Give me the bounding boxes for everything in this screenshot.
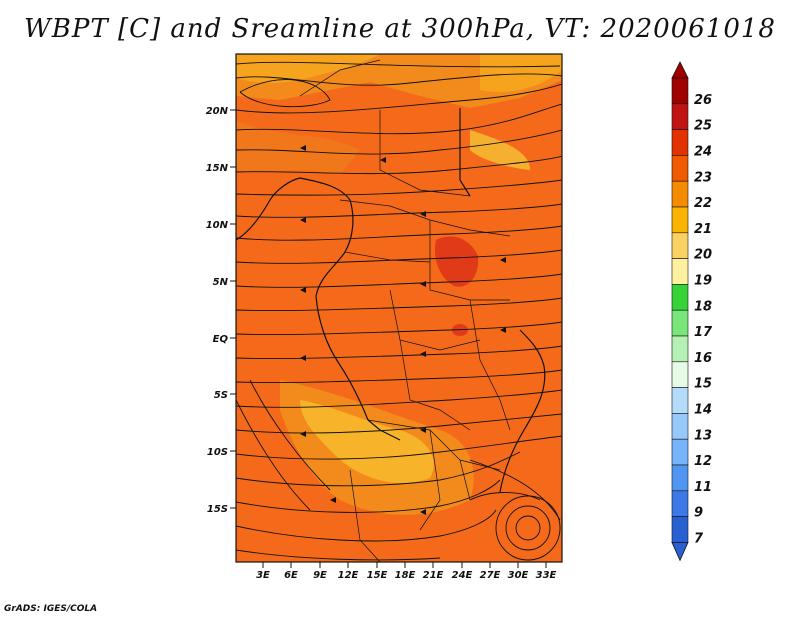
- colorbar-label: 19: [694, 274, 712, 289]
- lon-label: 18E: [395, 570, 416, 581]
- lon-label: 33E: [536, 570, 557, 581]
- colorbar-label: 18: [694, 299, 712, 314]
- coastlines: [236, 108, 546, 493]
- lon-label: 27E: [480, 570, 501, 581]
- lat-label: 20N: [206, 106, 229, 117]
- field-region-21-north: [236, 54, 380, 84]
- lat-label: 10N: [206, 220, 229, 231]
- colorbar-segment: [671, 284, 689, 311]
- colorbar-segment: [671, 77, 689, 105]
- lon-label: 15E: [367, 570, 388, 581]
- lat-label: 15N: [206, 163, 229, 174]
- lat-axis: 20N 15N 10N 5N EQ 5S 10S 15S: [206, 106, 236, 515]
- country-borders: [299, 59, 511, 562]
- colorbar-label: 13: [694, 428, 712, 443]
- colorbar-label: 7: [694, 532, 704, 547]
- field-region-21-northeast: [480, 54, 562, 92]
- map-frame: [235, 53, 563, 563]
- lat-label: 5N: [213, 277, 229, 288]
- colorbar-segment: [671, 490, 689, 517]
- colorbar-label: 11: [694, 480, 712, 495]
- colorbar-label: 25: [694, 119, 712, 134]
- colorbar-label: 17: [694, 325, 713, 340]
- field-region-20-ne: [470, 130, 530, 170]
- lon-label: 12E: [338, 570, 359, 581]
- colorbar-segment: [671, 180, 689, 208]
- colorbar-label: 20: [694, 248, 712, 263]
- colorbar-segment: [671, 206, 689, 234]
- colorbar-segment: [671, 232, 689, 259]
- credit-text: GrADS: IGES/COLA: [4, 604, 98, 614]
- lat-label: EQ: [213, 334, 229, 345]
- field-region-23-south: [236, 470, 340, 562]
- streamline-arrows: [300, 145, 506, 515]
- colorbar-label: 9: [694, 506, 703, 521]
- colorbar-segment: [671, 361, 689, 388]
- colorbar-segment: [671, 516, 689, 543]
- colorbar-segment: [671, 103, 689, 130]
- colorbar-segment: [671, 464, 689, 492]
- colorbar-label: 23: [694, 170, 712, 185]
- colorbar-segment: [671, 438, 689, 466]
- colorbar-label: 26: [694, 93, 712, 108]
- field-region-24-center: [434, 236, 479, 287]
- colorbar-segment: [671, 413, 689, 440]
- colorbar-segment: [671, 335, 689, 363]
- lon-label: 30E: [508, 570, 529, 581]
- lat-label: 15S: [207, 504, 228, 515]
- colorbar-label: 14: [694, 403, 712, 418]
- colorbar-label: 12: [694, 454, 712, 469]
- chart-title: WBPT [C] and Sreamline at 300hPa, VT: 20…: [24, 14, 776, 44]
- colorbar-top-arrow: [671, 61, 689, 79]
- colorbar-segment: [671, 387, 689, 414]
- colorbar-label: 21: [694, 222, 712, 237]
- colorbar-bottom-arrow: [671, 542, 689, 562]
- map-panel: [236, 54, 562, 562]
- colorbar-label: 15: [694, 377, 712, 392]
- colorbar-segment: [671, 258, 689, 285]
- colorbar-segment: [671, 309, 689, 337]
- lon-label: 6E: [284, 570, 298, 581]
- lon-label: 9E: [313, 570, 327, 581]
- lon-axis: 3E 6E 9E 12E 15E 18E 21E 24E 27E 30E 33E: [256, 562, 557, 581]
- colorbar-label: 24: [694, 145, 712, 160]
- colorbar: 26 25 24 23 22 21 20 19 18 17 16 15 14 13 12 11 9 7: [671, 61, 713, 562]
- colorbar-segment: [671, 155, 689, 182]
- colorbar-label: 22: [694, 196, 712, 211]
- streamlines: [236, 61, 562, 561]
- lat-label: 10S: [207, 447, 228, 458]
- field-region-22-sahel: [236, 120, 360, 175]
- colorbar-label: 16: [694, 351, 712, 366]
- lat-label: 5S: [214, 390, 228, 401]
- lon-label: 21E: [423, 570, 444, 581]
- colorbar-segment: [671, 129, 689, 156]
- field-region-21-southwest: [300, 400, 434, 484]
- lon-label: 3E: [256, 570, 270, 581]
- lon-label: 24E: [452, 570, 473, 581]
